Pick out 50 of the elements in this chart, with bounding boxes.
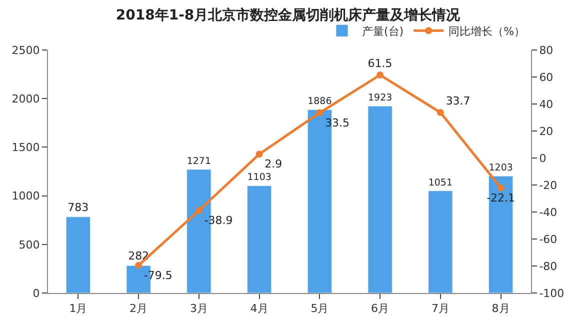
bar <box>66 216 91 293</box>
data-label: 1923 <box>368 92 392 104</box>
y-tick-label: 1500 <box>12 141 40 154</box>
y2-tick-label: 40 <box>539 98 554 111</box>
chart-title: 2018年1-8月北京市数控金属切削机床产量及增长情况 <box>116 6 462 24</box>
y2-tick-label: 60 <box>539 70 554 84</box>
x-tick-label: 6月 <box>371 302 390 316</box>
y2-tick-label: -40 <box>539 206 558 219</box>
data-label: 1203 <box>488 162 513 174</box>
y-tick-label: 0 <box>32 286 40 300</box>
data-label: 1051 <box>428 177 452 188</box>
y2-tick-label: 80 <box>539 44 554 57</box>
y2-tick-label: 0 <box>539 152 546 165</box>
bar <box>246 186 272 293</box>
y2-tick-label: -100 <box>539 286 564 300</box>
bar <box>428 190 453 293</box>
point <box>376 71 384 78</box>
y2-tick-label: 20 <box>539 124 554 138</box>
point <box>256 150 263 158</box>
data-label: 783 <box>68 200 89 214</box>
legend-label: 产量(台) <box>362 24 404 38</box>
x-tick-label: 4月 <box>250 302 268 316</box>
data-label: 282 <box>128 250 150 263</box>
x-tick-label: 8月 <box>492 302 510 316</box>
point <box>316 109 324 116</box>
x-tick-label: 3月 <box>190 302 208 316</box>
x-tick-label: 2月 <box>130 302 148 316</box>
data-label: 2.9 <box>264 158 282 171</box>
point <box>497 184 504 192</box>
y-tick-label: 1000 <box>12 190 40 203</box>
x-tick-label: 1月 <box>69 302 88 316</box>
legend-label: 同比增长（%） <box>448 24 526 38</box>
point <box>135 262 142 269</box>
x-tick-label: 7月 <box>431 302 450 316</box>
y2-tick-label: -20 <box>539 178 558 192</box>
y-tick-label: 2000 <box>12 92 40 106</box>
point <box>436 109 444 116</box>
y2-tick-label: -60 <box>539 232 558 246</box>
data-label: 1886 <box>308 96 332 108</box>
data-label: 1271 <box>186 156 211 167</box>
bar <box>368 106 392 293</box>
data-label: 61.5 <box>368 56 392 70</box>
y-tick-label: 2500 <box>12 44 40 57</box>
data-label: 33.7 <box>446 94 470 108</box>
data-label: 1103 <box>247 172 272 184</box>
y2-tick-label: -80 <box>539 260 558 273</box>
x-tick-label: 5月 <box>310 302 329 316</box>
point <box>195 207 202 214</box>
bar <box>488 176 514 293</box>
y-tick-label: 500 <box>18 238 40 252</box>
